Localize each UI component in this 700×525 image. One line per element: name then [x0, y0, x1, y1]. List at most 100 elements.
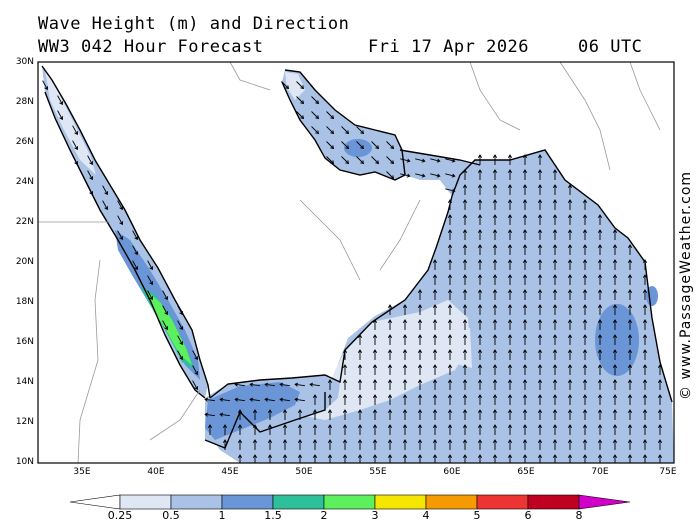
direction-arrow — [387, 409, 393, 420]
direction-arrow — [297, 439, 303, 450]
direction-arrow — [567, 379, 573, 390]
direction-arrow — [552, 439, 558, 450]
direction-arrow — [522, 349, 528, 360]
sea-dark-patch — [595, 304, 639, 376]
direction-arrow — [522, 274, 528, 285]
direction-arrow — [447, 379, 453, 390]
direction-arrow — [522, 229, 528, 240]
direction-arrow — [222, 439, 228, 450]
direction-arrow — [462, 229, 468, 240]
direction-arrow — [477, 349, 483, 360]
direction-arrow — [552, 364, 558, 375]
direction-arrow — [417, 454, 423, 463]
direction-arrow — [477, 454, 483, 463]
direction-arrow — [282, 454, 288, 463]
direction-arrow — [267, 424, 273, 435]
direction-arrow — [177, 335, 184, 346]
direction-arrow — [597, 364, 603, 375]
direction-arrow — [612, 304, 618, 315]
direction-arrow — [657, 424, 663, 435]
direction-arrow — [492, 304, 498, 315]
direction-arrow — [402, 394, 408, 405]
lon-label-55e: 55E — [369, 467, 387, 477]
direction-arrow — [249, 397, 260, 402]
direction-arrow — [537, 319, 543, 330]
lat-label-12n: 12N — [15, 417, 34, 427]
direction-arrow — [462, 214, 468, 225]
direction-arrow — [447, 214, 453, 225]
direction-arrow — [567, 229, 573, 240]
direction-arrow — [492, 424, 498, 435]
forecast-subtitle: WW3 042 Hour Forecast — [38, 37, 264, 57]
direction-arrow — [612, 319, 618, 330]
direction-arrow — [402, 319, 408, 330]
direction-arrow — [492, 409, 498, 420]
direction-arrow — [282, 424, 288, 435]
direction-arrow — [281, 81, 290, 90]
direction-arrow — [462, 169, 468, 180]
direction-arrow — [177, 305, 184, 316]
direction-arrow — [552, 319, 558, 330]
direction-arrow — [327, 454, 333, 463]
direction-arrow — [657, 394, 663, 405]
direction-arrow — [192, 365, 199, 376]
direction-arrow — [387, 334, 393, 345]
direction-arrow — [597, 274, 603, 285]
direction-arrow — [537, 334, 543, 345]
direction-arrow — [326, 141, 335, 150]
direction-arrow — [447, 454, 453, 463]
direction-arrow — [432, 334, 438, 345]
direction-arrow — [507, 274, 513, 285]
direction-arrow — [297, 454, 303, 463]
direction-arrow — [582, 334, 588, 345]
direction-arrow — [477, 439, 483, 450]
direction-arrow — [582, 229, 588, 240]
sea-light-patch-2 — [425, 328, 472, 368]
direction-arrow — [582, 319, 588, 330]
direction-arrow — [372, 424, 378, 435]
direction-arrow — [357, 409, 363, 420]
direction-arrow — [477, 394, 483, 405]
direction-arrow — [87, 185, 94, 196]
direction-arrow — [237, 439, 243, 450]
direction-arrow — [267, 454, 273, 463]
direction-arrow — [252, 454, 258, 463]
direction-arrow — [204, 397, 215, 402]
direction-arrow — [507, 229, 513, 240]
direction-arrow — [102, 200, 109, 211]
colorbar-label-6: 6 — [524, 509, 532, 522]
direction-arrow — [402, 409, 408, 420]
colorbar-label-1: 1 — [218, 509, 226, 522]
direction-arrow — [492, 259, 498, 270]
direction-arrow — [447, 259, 453, 270]
direction-arrow — [567, 454, 573, 463]
direction-arrow — [657, 379, 663, 390]
direction-arrow — [507, 244, 513, 255]
direction-arrow — [567, 244, 573, 255]
direction-arrow — [477, 274, 483, 285]
lon-label-40e: 40E — [147, 467, 165, 477]
direction-arrow — [372, 379, 378, 390]
direction-arrow — [462, 394, 468, 405]
direction-arrow — [597, 349, 603, 360]
direction-arrow — [552, 379, 558, 390]
direction-arrow — [402, 439, 408, 450]
colorbar-seg-6 — [374, 494, 427, 510]
direction-arrow — [462, 259, 468, 270]
direction-arrow — [627, 334, 633, 345]
direction-arrow — [267, 409, 273, 420]
direction-arrow — [642, 304, 648, 315]
direction-arrow — [477, 424, 483, 435]
forecast-date: Fri 17 Apr 2026 — [368, 37, 530, 57]
direction-arrow — [507, 289, 513, 300]
direction-arrow — [417, 334, 423, 345]
direction-arrow — [294, 382, 305, 387]
direction-arrow — [117, 200, 124, 211]
direction-arrow — [72, 155, 79, 166]
direction-arrow — [582, 244, 588, 255]
direction-arrow — [477, 169, 483, 180]
direction-arrow — [597, 334, 603, 345]
direction-arrow — [462, 244, 468, 255]
direction-arrow — [132, 245, 139, 256]
direction-arrow — [147, 260, 154, 271]
